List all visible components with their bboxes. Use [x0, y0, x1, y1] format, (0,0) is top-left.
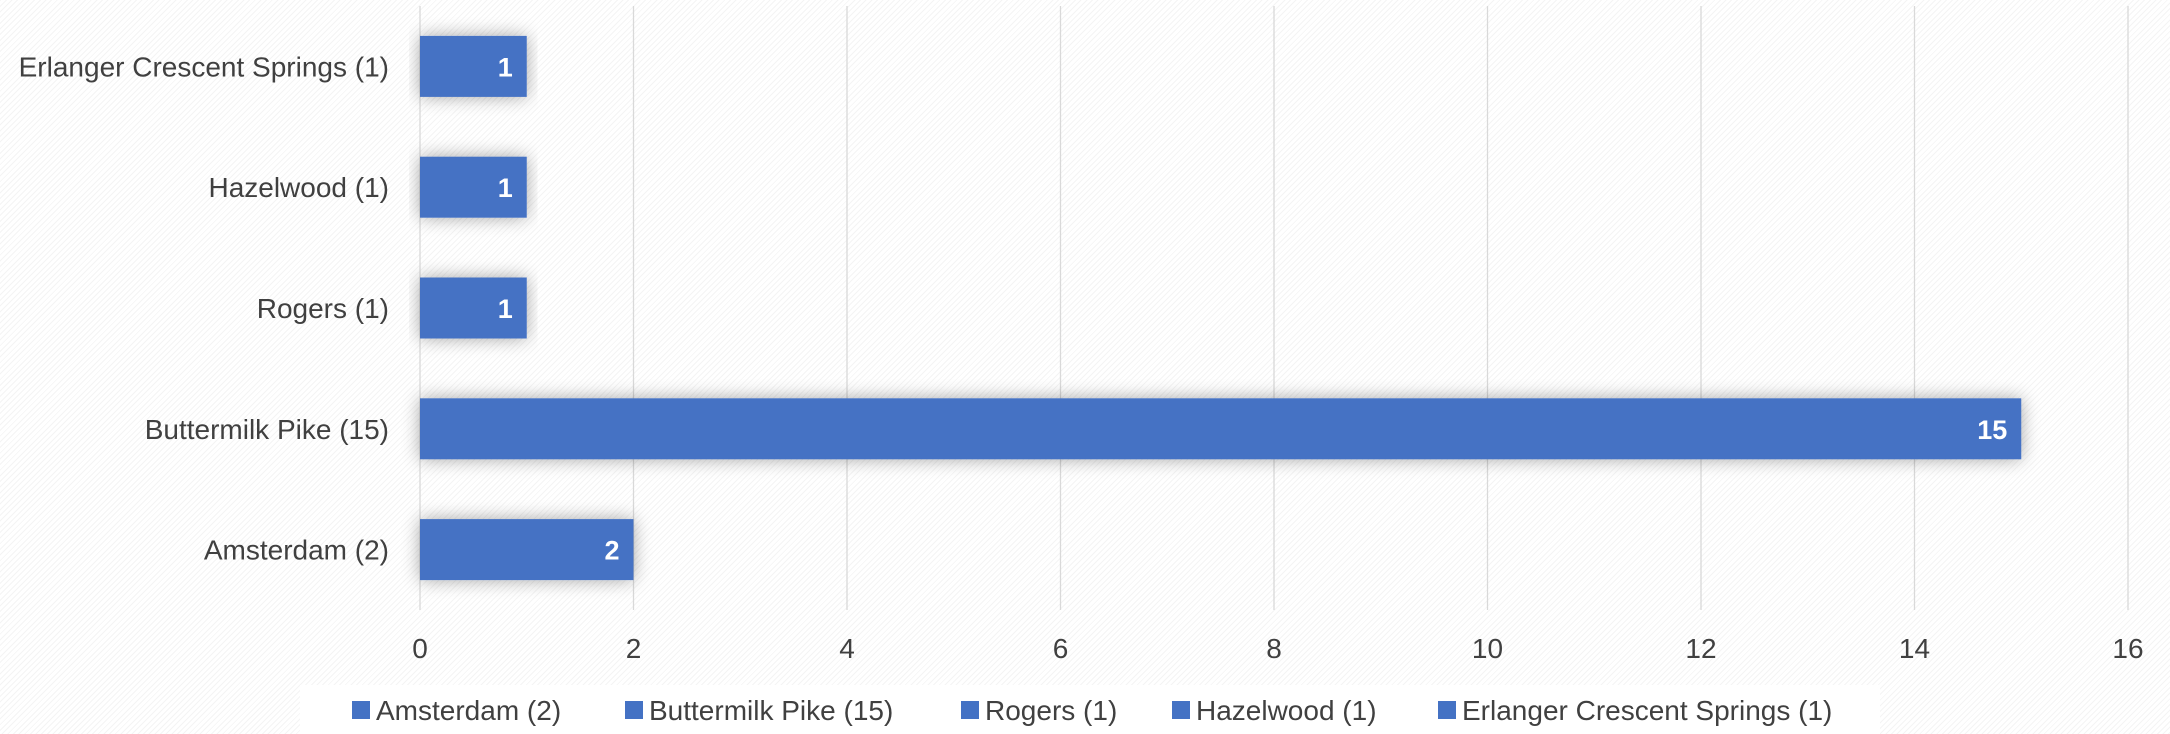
legend-label-buttermilk-pike: Buttermilk Pike (15): [649, 695, 893, 726]
data-label-amsterdam: 2: [604, 536, 619, 566]
legend-label-rogers: Rogers (1): [985, 695, 1117, 726]
x-tick-label: 14: [1899, 633, 1930, 664]
category-label-buttermilk-pike: Buttermilk Pike (15): [145, 414, 389, 445]
gridlines: [419, 6, 2129, 610]
bar-amsterdam: [420, 519, 634, 581]
bar-buttermilk-pike: [420, 398, 2022, 460]
legend-label-amsterdam: Amsterdam (2): [376, 695, 561, 726]
value-axis-ticks: 0 2 4 6 8 10 12 14 16: [412, 633, 2143, 664]
data-labels: 2 15 1 1 1: [498, 52, 2008, 565]
legend-label-hazelwood: Hazelwood (1): [1196, 695, 1377, 726]
legend: Amsterdam (2) Buttermilk Pike (15) Rogers …: [300, 685, 1880, 734]
category-label-hazelwood: Hazelwood (1): [208, 172, 389, 203]
x-tick-label: 16: [2112, 633, 2143, 664]
category-label-rogers: Rogers (1): [257, 293, 389, 324]
category-axis-labels: Amsterdam (2) Buttermilk Pike (15) Rogers …: [19, 51, 389, 565]
legend-label-erlanger-crescent-springs: Erlanger Crescent Springs (1): [1462, 695, 1832, 726]
bar-rogers: [420, 277, 527, 339]
bar-erlanger-crescent-springs: [420, 35, 527, 97]
x-tick-label: 8: [1266, 633, 1282, 664]
data-label-rogers: 1: [498, 294, 513, 324]
category-label-amsterdam: Amsterdam (2): [204, 535, 389, 566]
legend-background: [300, 685, 1880, 734]
data-label-hazelwood: 1: [498, 173, 513, 203]
bar-hazelwood: [420, 156, 527, 218]
x-tick-label: 12: [1685, 633, 1716, 664]
x-tick-label: 0: [412, 633, 428, 664]
legend-swatch-amsterdam: [352, 701, 370, 719]
legend-swatch-hazelwood: [1172, 701, 1190, 719]
x-tick-label: 10: [1472, 633, 1503, 664]
x-tick-label: 4: [839, 633, 855, 664]
bars: [420, 35, 2022, 581]
x-tick-label: 6: [1053, 633, 1069, 664]
legend-swatch-buttermilk-pike: [625, 701, 643, 719]
category-label-erlanger-crescent-springs: Erlanger Crescent Springs (1): [19, 51, 389, 82]
data-label-erlanger-crescent-springs: 1: [498, 52, 513, 82]
data-label-buttermilk-pike: 15: [1977, 415, 2007, 445]
x-tick-label: 2: [626, 633, 642, 664]
legend-swatch-rogers: [961, 701, 979, 719]
legend-swatch-erlanger-crescent-springs: [1438, 701, 1456, 719]
